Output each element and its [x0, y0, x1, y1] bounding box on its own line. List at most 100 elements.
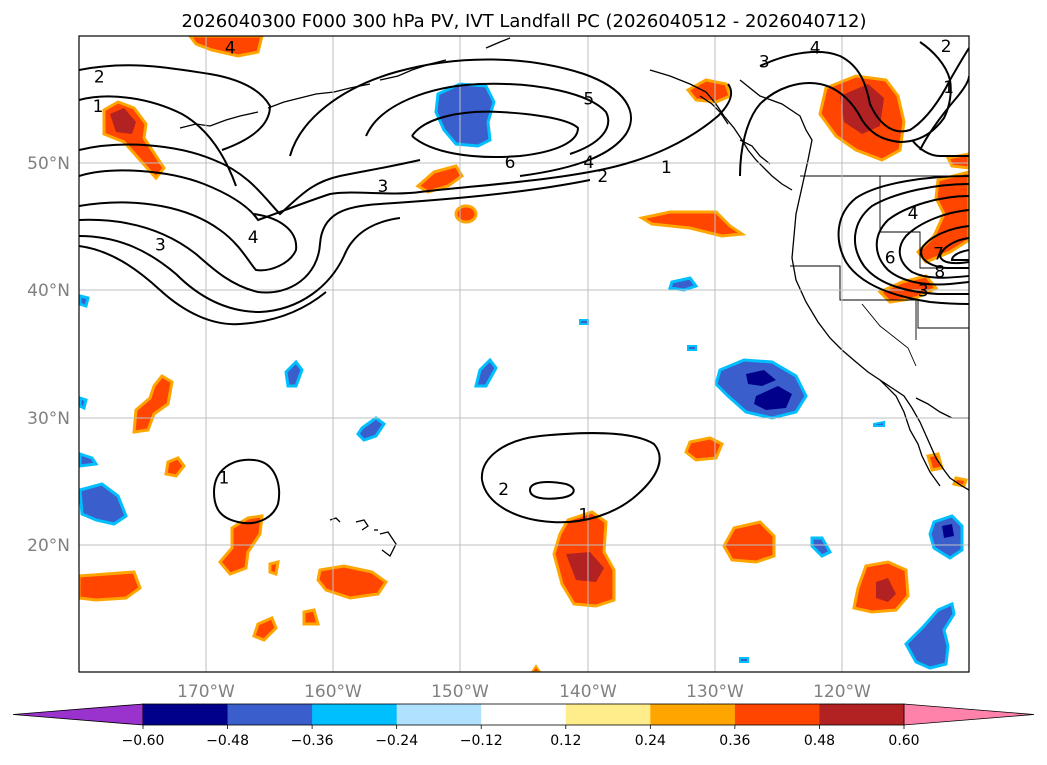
contour-label: 1	[93, 97, 104, 117]
negative-anomaly-region	[904, 601, 956, 670]
colorbar-extend-low	[12, 703, 144, 726]
contour-label: 4	[908, 204, 919, 224]
positive-anomaly-core	[840, 84, 884, 134]
contour-label: 1	[219, 468, 230, 488]
colorbar-tick-label: −0.60	[122, 733, 165, 749]
colorbar-segment	[734, 704, 820, 725]
positive-anomaly-region	[252, 616, 278, 642]
negative-anomaly-region	[739, 657, 749, 663]
colorbar-segment	[819, 704, 905, 725]
contour-line	[919, 75, 969, 151]
contour-line	[79, 83, 733, 222]
contour-line	[920, 225, 969, 269]
contour-label: 2	[94, 68, 105, 88]
contour-label: 7	[933, 245, 944, 265]
x-tick-label: 160°W	[304, 682, 362, 702]
colorbar-tick-label: 0.36	[719, 733, 750, 749]
negative-anomaly-region	[579, 319, 589, 325]
contour-label: 4	[248, 228, 259, 248]
contour-line	[79, 95, 237, 187]
contour-line	[79, 179, 591, 294]
negative-anomaly-region	[79, 294, 90, 308]
contour-label: 3	[759, 52, 770, 72]
positive-anomaly-region	[454, 204, 478, 224]
positive-anomaly-region	[316, 564, 389, 600]
x-tick-label: 140°W	[559, 682, 617, 702]
colorbar-tick-label: 0.12	[550, 733, 581, 749]
positive-anomaly-region	[637, 210, 747, 238]
y-tick-label: 40°N	[27, 281, 70, 301]
negative-anomaly-region	[668, 276, 699, 292]
contour-line	[739, 41, 952, 177]
negative-anomaly-region	[284, 359, 304, 388]
contour-label: 6	[885, 248, 896, 268]
negative-anomaly-region	[434, 82, 496, 148]
colorbar-tick-label: −0.48	[206, 733, 249, 749]
contour-label: 4	[810, 38, 821, 58]
colorbar-segment	[481, 704, 567, 725]
contour-line	[853, 183, 969, 296]
contour-label: 3	[155, 236, 166, 256]
positive-anomaly-region	[722, 520, 776, 564]
colorbar-segment	[650, 704, 736, 725]
negative-anomaly-core	[746, 370, 776, 386]
y-tick-label: 30°N	[27, 409, 70, 429]
contour-label: 3	[918, 281, 929, 301]
positive-anomaly-region	[79, 570, 142, 602]
contour-line	[79, 201, 298, 272]
positive-anomaly-core	[110, 108, 136, 134]
map-frame	[78, 35, 970, 673]
chart-title: 2026040300 F000 300 hPa PV, IVT Landfall…	[181, 11, 866, 32]
positive-anomaly-region	[530, 664, 542, 672]
x-tick-label: 150°W	[431, 682, 489, 702]
positive-anomaly-region	[684, 436, 724, 462]
y-tick-label: 50°N	[27, 154, 70, 174]
negative-anomaly-region	[79, 396, 88, 411]
colorbar-frame	[142, 703, 905, 726]
contour-line	[411, 110, 580, 159]
contour-label: 2	[941, 37, 952, 57]
negative-anomaly-region	[474, 357, 498, 388]
contour-line	[911, 139, 969, 157]
positive-anomaly-core	[876, 578, 896, 602]
positive-anomaly-region	[164, 456, 186, 478]
negative-anomaly-region	[79, 452, 99, 468]
negative-anomaly-region	[79, 482, 128, 526]
pv-contours	[79, 41, 969, 525]
positive-anomaly-core	[566, 552, 604, 582]
contour-line	[875, 195, 969, 286]
contour-line	[79, 64, 272, 151]
contour-line	[950, 249, 969, 261]
contour-line	[213, 458, 281, 525]
gridlines	[79, 36, 969, 672]
x-tick-label: 120°W	[813, 682, 871, 702]
contour-label: 1	[943, 78, 954, 98]
contour-line	[480, 432, 661, 524]
positive-anomaly-region	[268, 559, 280, 576]
y-tick-labels: 20°N 30°N 40°N 50°N	[27, 154, 70, 556]
colorbar-tick-label: 0.60	[888, 733, 919, 749]
contour-label: 5	[583, 89, 594, 109]
contour-line	[529, 481, 575, 500]
colorbar-segment	[565, 704, 651, 725]
contour-label: 6	[505, 153, 516, 173]
x-tick-label: 170°W	[177, 682, 235, 702]
x-tick-label: 130°W	[686, 682, 744, 702]
colorbar-tick-label: 0.24	[635, 733, 666, 749]
x-tick-labels: 170°W 160°W 150°W 140°W 130°W 120°W	[177, 682, 871, 702]
colorbar-segment	[312, 704, 398, 725]
positive-anomaly-region	[302, 608, 320, 626]
contour-line	[79, 217, 401, 314]
colorbar-tick-label: 0.48	[804, 733, 835, 749]
contour-label: 1	[661, 158, 672, 178]
colorbar-tick-label: −0.36	[291, 733, 334, 749]
contour-label: 4	[583, 153, 594, 173]
colorbar-segment	[143, 704, 229, 725]
negative-anomaly-core	[754, 386, 792, 410]
contour-label: 1	[578, 505, 589, 525]
contour-label: 2	[597, 167, 608, 187]
contour-line	[365, 82, 610, 155]
